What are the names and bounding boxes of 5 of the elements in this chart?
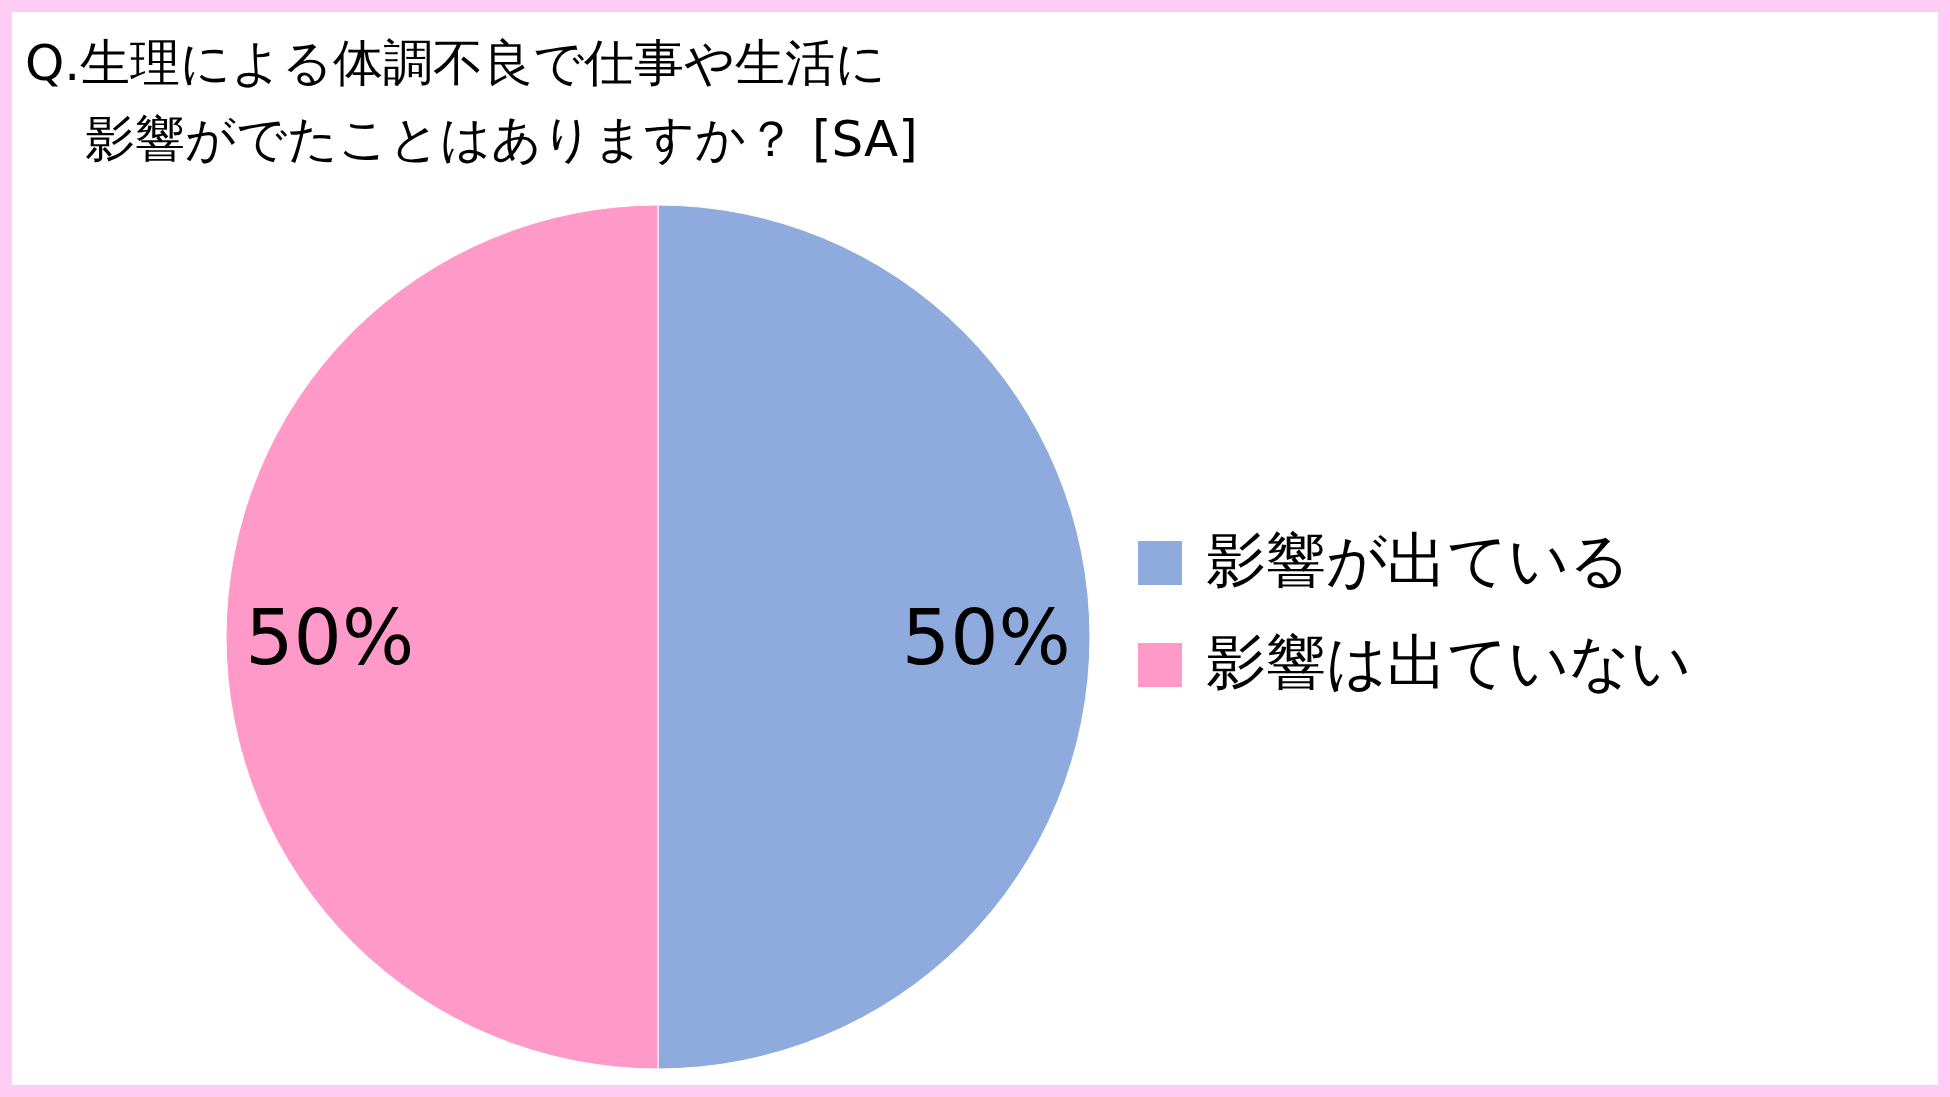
chart-title: Q.生理による体調不良で仕事や生活に影響がでたことはありますか？ [SA] xyxy=(25,34,918,168)
data-label: 50% xyxy=(901,593,1071,682)
legend-label: 影響が出ている xyxy=(1206,525,1630,595)
legend-label: 影響は出ていない xyxy=(1206,627,1691,697)
data-label: 50% xyxy=(245,593,415,682)
